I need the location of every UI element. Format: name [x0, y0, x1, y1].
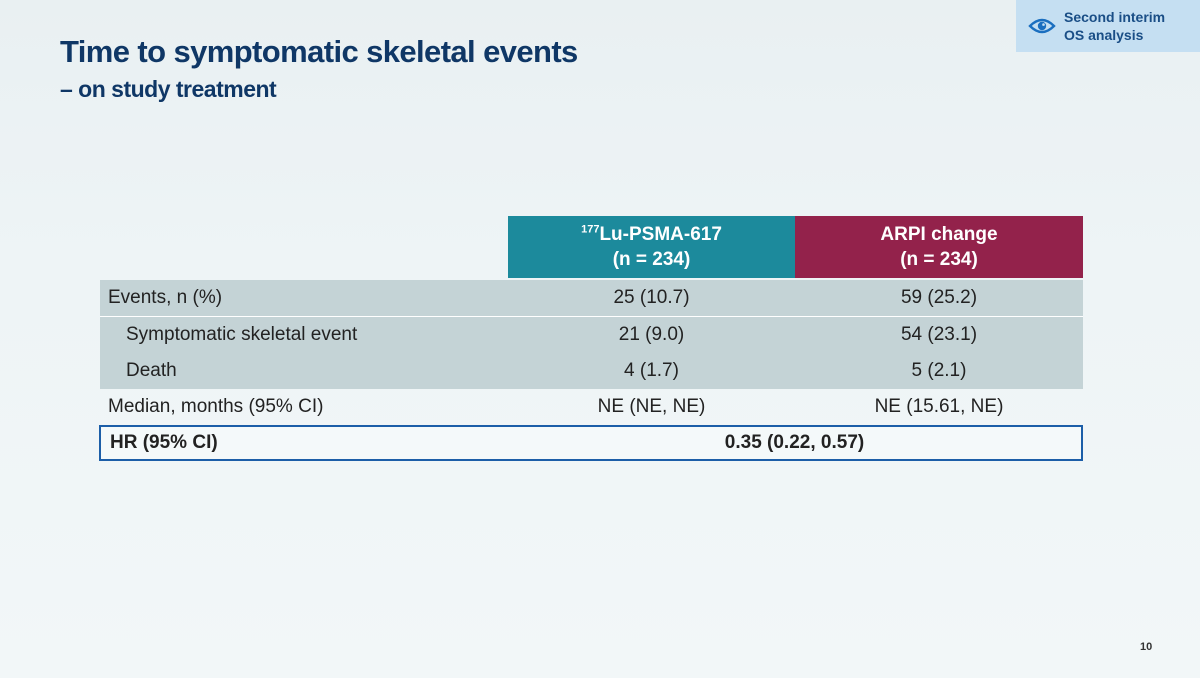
table-row-symptomatic-skeletal-event: Symptomatic skeletal event 21 (9.0) 54 (… [100, 317, 1083, 354]
hr-label: HR (95% CI) [110, 432, 218, 453]
column-header-arpi-change: ARPI change (n = 234) [795, 216, 1083, 278]
column-header-n: (n = 234) [900, 249, 978, 270]
column-header-name: 177Lu-PSMA-617 [581, 222, 722, 247]
table-row-death: Death 4 (1.7) 5 (2.1) [100, 353, 1083, 389]
table-row-hazard-ratio: HR (95% CI) 0.35 (0.22, 0.57) [99, 425, 1083, 461]
cell-arpi-change: NE (15.61, NE) [874, 396, 1004, 417]
table-row-events: Events, n (%) 25 (10.7) 59 (25.2) [100, 280, 1083, 317]
cell-lu-psma-617: 4 (1.7) [624, 360, 679, 381]
analysis-badge: Second interim OS analysis [1016, 0, 1200, 52]
row-label: Median, months (95% CI) [108, 396, 324, 417]
column-header-n: (n = 234) [612, 249, 691, 270]
eye-icon [1028, 18, 1056, 34]
cell-arpi-change: 54 (23.1) [900, 324, 978, 345]
cell-arpi-change: 5 (2.1) [911, 360, 967, 381]
column-header-title: ARPI change [880, 224, 998, 245]
cell-lu-psma-617: 21 (9.0) [618, 324, 685, 345]
isotope-superscript: 177 [581, 223, 600, 236]
column-header-lu-psma-617: 177Lu-PSMA-617 (n = 234) [508, 216, 795, 278]
badge-line-1: Second interim [1064, 9, 1166, 25]
row-label: Symptomatic skeletal event [126, 324, 358, 345]
row-label: Death [126, 360, 177, 381]
badge-text: Second interim OS analysis [1064, 8, 1165, 44]
cell-lu-psma-617: NE (NE, NE) [597, 396, 706, 417]
hr-value: 0.35 (0.22, 0.57) [724, 432, 865, 453]
row-label: Events, n (%) [108, 287, 223, 308]
column-header-title: Lu-PSMA-617 [599, 224, 722, 245]
cell-arpi-change: 59 (25.2) [900, 287, 978, 308]
page-number: 10 [1140, 641, 1153, 653]
cell-lu-psma-617: 25 (10.7) [613, 287, 690, 308]
table-row-median: Median, months (95% CI) NE (NE, NE) NE (… [100, 389, 1083, 425]
badge-line-2: OS analysis [1064, 27, 1144, 43]
slide-title: Time to symptomatic skeletal events [60, 34, 578, 69]
slide-subtitle: – on study treatment [60, 76, 277, 102]
